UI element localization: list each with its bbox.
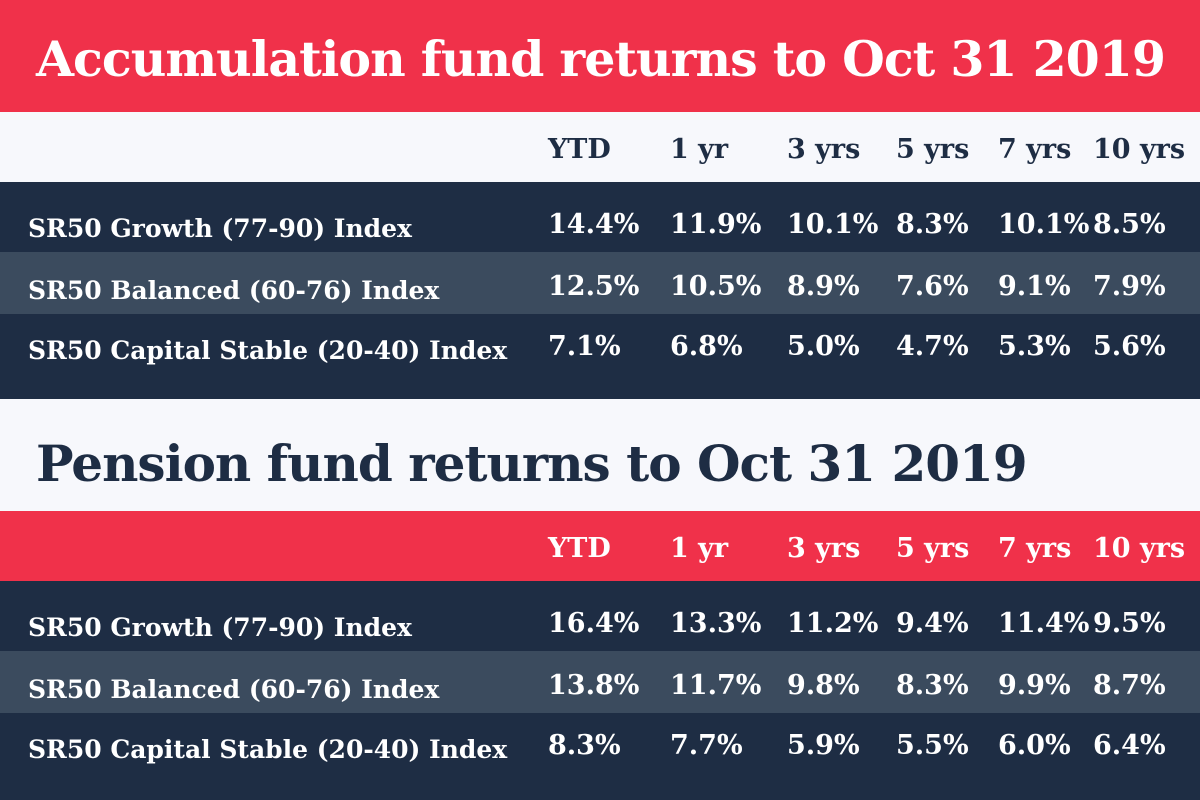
accumulation-title-band: Accumulation fund returns to Oct 31 2019 xyxy=(0,0,1200,112)
table-cell: 10.1% xyxy=(787,209,879,240)
column-header-10yrs: 10 yrs xyxy=(1093,533,1186,564)
column-header-ytd: YTD xyxy=(548,134,611,165)
column-header-1yr: 1 yr xyxy=(670,134,729,165)
table-cell: 9.1% xyxy=(998,271,1071,302)
column-header-1yr: 1 yr xyxy=(670,533,729,564)
column-header-7yrs: 7 yrs xyxy=(998,533,1072,564)
row-label: SR50 Balanced (60-76) Index xyxy=(28,276,440,305)
table-cell: 4.7% xyxy=(896,331,969,362)
table-cell: 11.2% xyxy=(787,608,879,639)
table-cell: 5.9% xyxy=(787,730,860,761)
column-header-3yrs: 3 yrs xyxy=(787,134,861,165)
table-row: SR50 Growth (77-90) Index 14.4% 11.9% 10… xyxy=(0,190,1200,252)
table-cell: 11.9% xyxy=(670,209,762,240)
row-label: SR50 Capital Stable (20-40) Index xyxy=(28,735,508,764)
table-cell: 7.9% xyxy=(1093,271,1166,302)
table-row: SR50 Capital Stable (20-40) Index 7.1% 6… xyxy=(0,312,1200,374)
pension-header-row: YTD 1 yr 3 yrs 5 yrs 7 yrs 10 yrs xyxy=(0,511,1200,581)
column-header-5yrs: 5 yrs xyxy=(896,134,970,165)
table-row: SR50 Capital Stable (20-40) Index 8.3% 7… xyxy=(0,711,1200,773)
table-cell: 8.3% xyxy=(548,730,621,761)
accumulation-table-body: SR50 Growth (77-90) Index 14.4% 11.9% 10… xyxy=(0,182,1200,399)
table-cell: 5.0% xyxy=(787,331,860,362)
table-cell: 8.3% xyxy=(896,670,969,701)
table-cell: 16.4% xyxy=(548,608,640,639)
table-cell: 7.6% xyxy=(896,271,969,302)
table-cell: 8.3% xyxy=(896,209,969,240)
row-label: SR50 Balanced (60-76) Index xyxy=(28,675,440,704)
table-cell: 6.0% xyxy=(998,730,1071,761)
table-cell: 5.3% xyxy=(998,331,1071,362)
table-cell: 5.6% xyxy=(1093,331,1166,362)
accumulation-title: Accumulation fund returns to Oct 31 2019 xyxy=(36,30,1166,88)
column-header-7yrs: 7 yrs xyxy=(998,134,1072,165)
row-label: SR50 Growth (77-90) Index xyxy=(28,613,412,642)
table-cell: 6.4% xyxy=(1093,730,1166,761)
table-cell: 5.5% xyxy=(896,730,969,761)
table-cell: 11.7% xyxy=(670,670,762,701)
table-cell: 9.9% xyxy=(998,670,1071,701)
table-cell: 14.4% xyxy=(548,209,640,240)
table-cell: 8.9% xyxy=(787,271,860,302)
accumulation-header-row: YTD 1 yr 3 yrs 5 yrs 7 yrs 10 yrs xyxy=(0,112,1200,182)
table-cell: 6.8% xyxy=(670,331,743,362)
table-cell: 9.5% xyxy=(1093,608,1166,639)
pension-table-body: SR50 Growth (77-90) Index 16.4% 13.3% 11… xyxy=(0,581,1200,800)
column-header-10yrs: 10 yrs xyxy=(1093,134,1186,165)
row-label: SR50 Growth (77-90) Index xyxy=(28,214,412,243)
pension-title: Pension fund returns to Oct 31 2019 xyxy=(36,434,1028,493)
table-cell: 7.7% xyxy=(670,730,743,761)
table-cell: 10.5% xyxy=(670,271,762,302)
table-row: SR50 Balanced (60-76) Index 13.8% 11.7% … xyxy=(0,651,1200,713)
table-row: SR50 Balanced (60-76) Index 12.5% 10.5% … xyxy=(0,252,1200,314)
table-row: SR50 Growth (77-90) Index 16.4% 13.3% 11… xyxy=(0,589,1200,651)
column-header-5yrs: 5 yrs xyxy=(896,533,970,564)
column-header-3yrs: 3 yrs xyxy=(787,533,861,564)
table-cell: 12.5% xyxy=(548,271,640,302)
table-cell: 9.8% xyxy=(787,670,860,701)
column-header-ytd: YTD xyxy=(548,533,611,564)
table-cell: 11.4% xyxy=(998,608,1090,639)
table-cell: 9.4% xyxy=(896,608,969,639)
table-cell: 10.1% xyxy=(998,209,1090,240)
table-cell: 13.8% xyxy=(548,670,640,701)
row-label: SR50 Capital Stable (20-40) Index xyxy=(28,336,508,365)
table-cell: 7.1% xyxy=(548,331,621,362)
table-cell: 13.3% xyxy=(670,608,762,639)
table-cell: 8.5% xyxy=(1093,209,1166,240)
table-cell: 8.7% xyxy=(1093,670,1166,701)
